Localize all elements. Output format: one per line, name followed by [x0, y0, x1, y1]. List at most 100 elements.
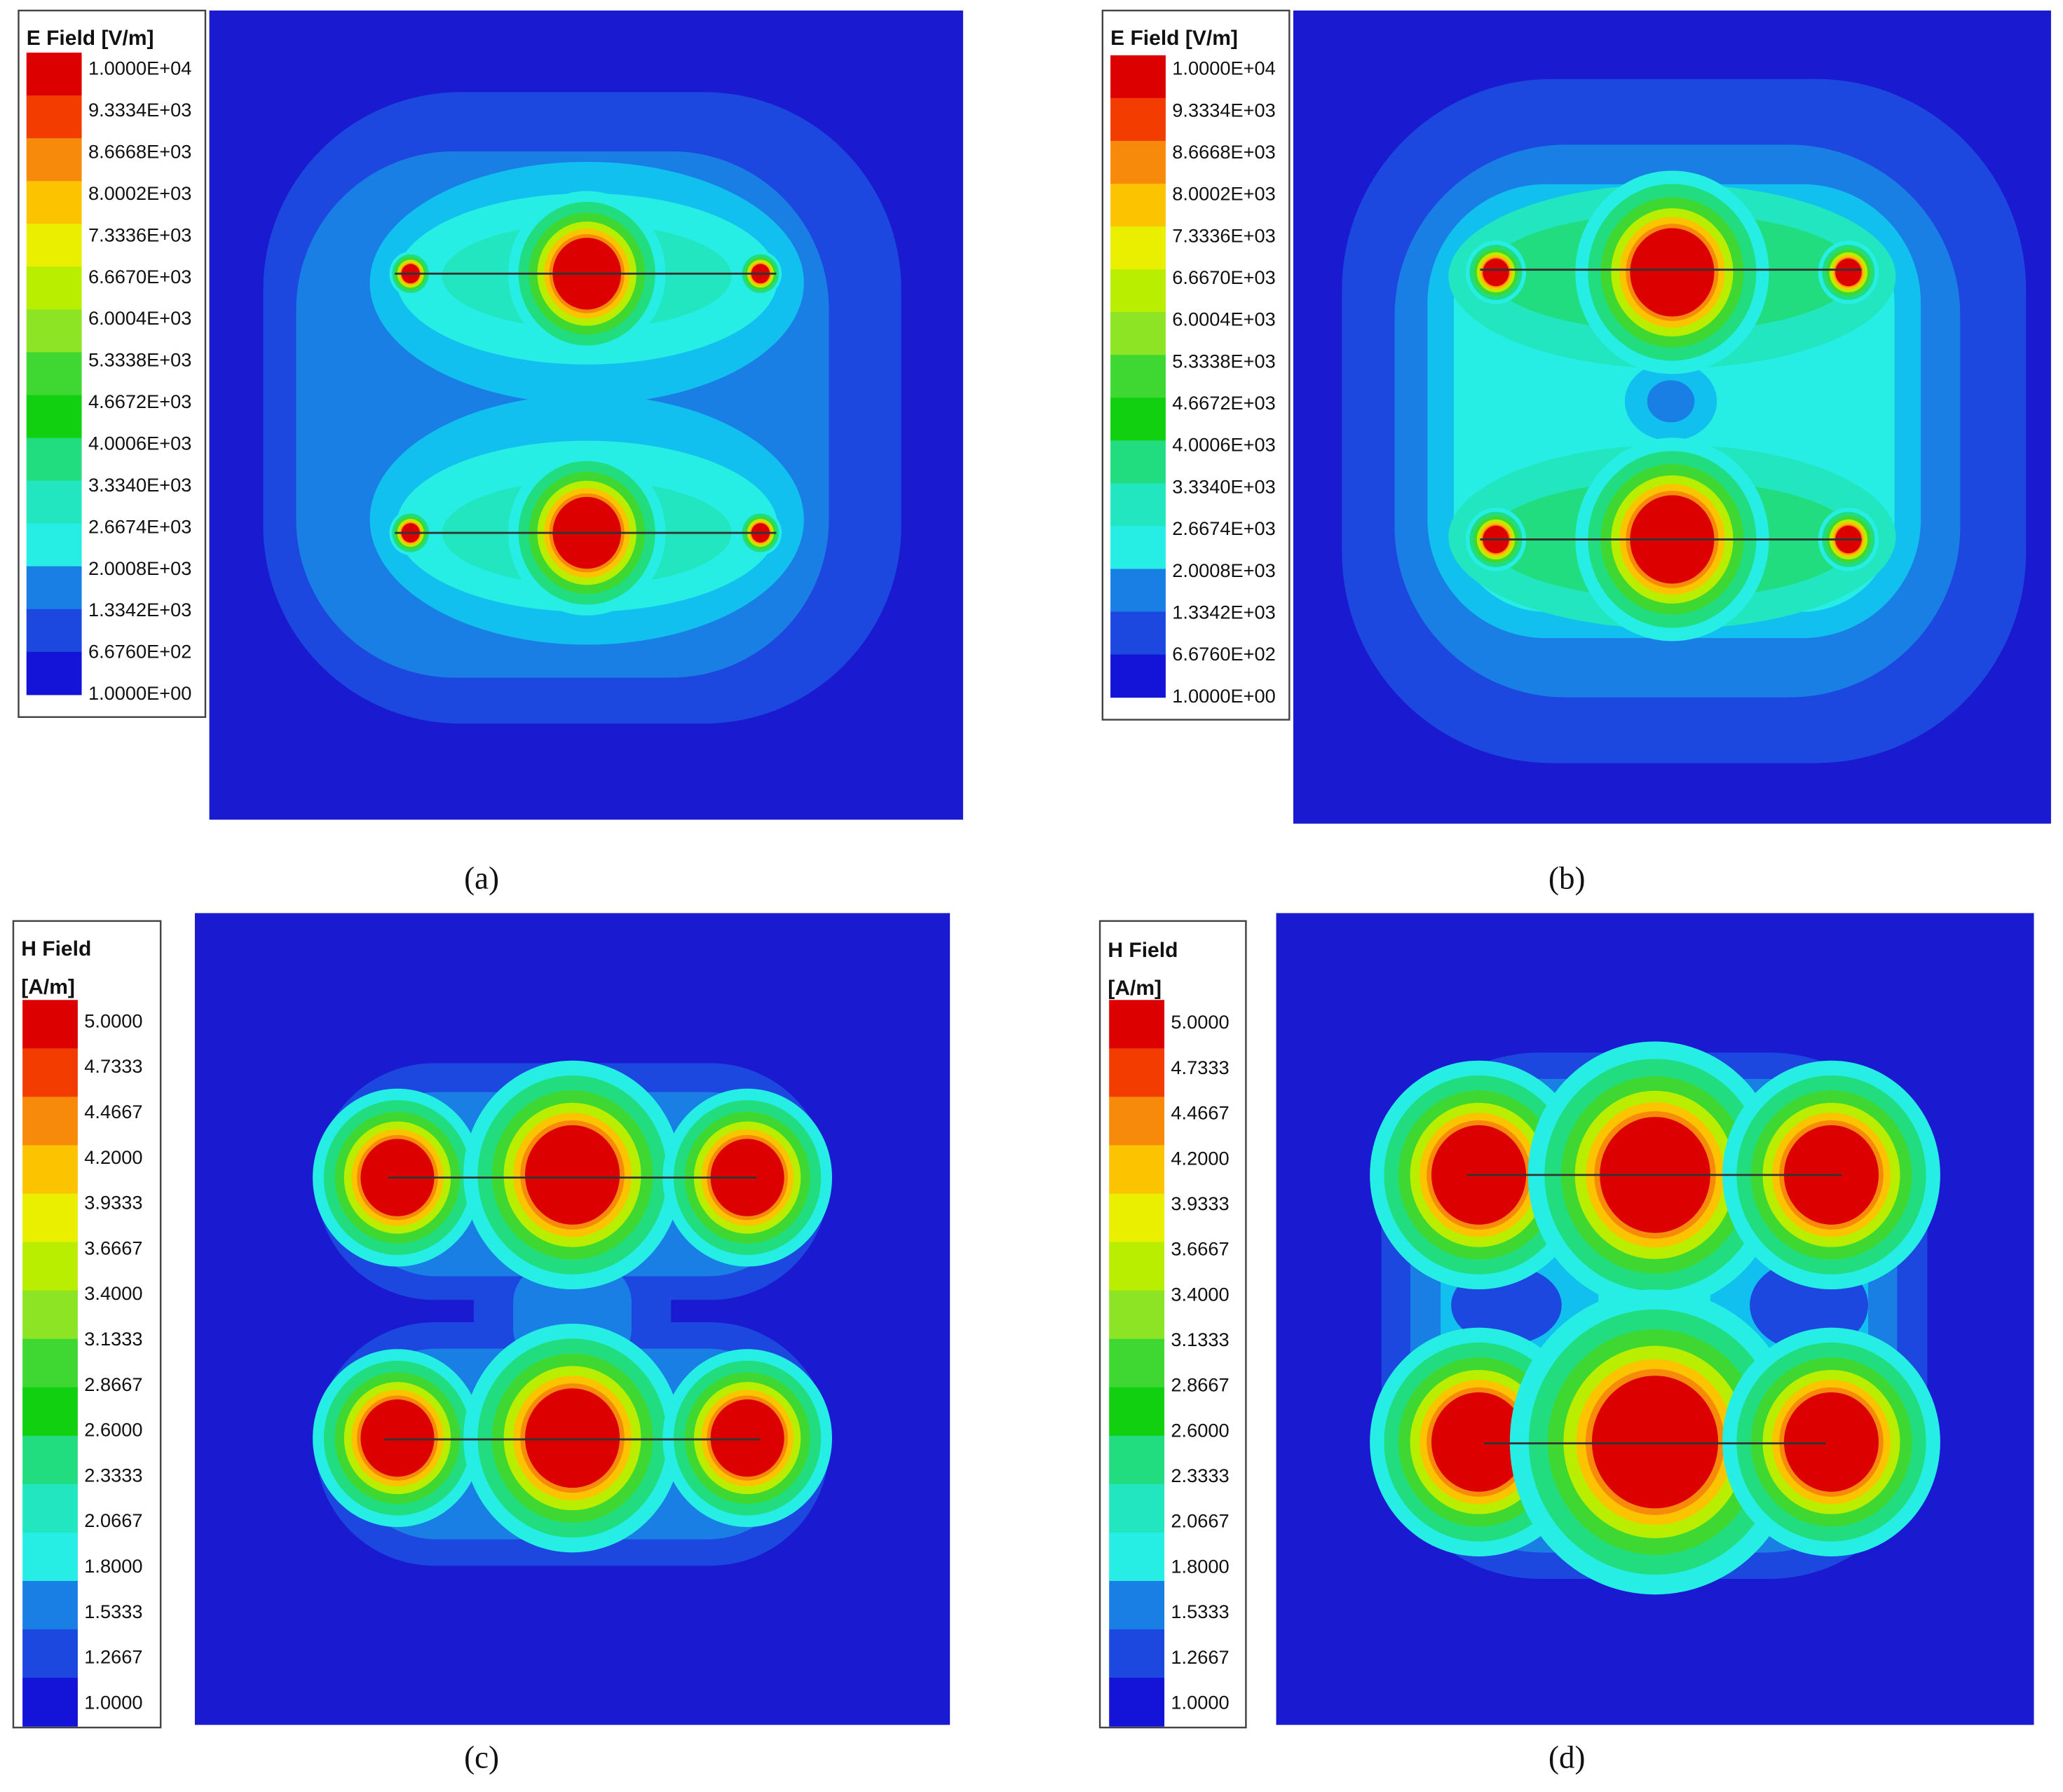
color-band	[22, 1387, 78, 1437]
color-band	[1110, 312, 1166, 355]
color-band	[22, 1580, 78, 1630]
color-band	[1110, 269, 1166, 313]
legend-label: 1.8000	[84, 1555, 142, 1577]
color-band	[22, 1242, 78, 1291]
legend-label: 8.6668E+03	[88, 141, 192, 163]
hotspot	[1835, 258, 1862, 287]
caption: (a)	[464, 861, 499, 896]
hotspot	[710, 1399, 784, 1477]
legend-label: 8.6668E+03	[1172, 141, 1276, 163]
color-band	[26, 352, 82, 396]
color-band	[1109, 1387, 1165, 1437]
legend-label: 3.4000	[1171, 1283, 1229, 1305]
legend-label: 2.0008E+03	[88, 557, 192, 579]
legend-label: 4.6672E+03	[1172, 392, 1276, 414]
color-band	[26, 309, 82, 353]
hotspot	[1431, 1392, 1527, 1492]
color-band	[26, 138, 82, 182]
color-band	[22, 1048, 78, 1097]
legend-label: 3.1333	[84, 1328, 142, 1350]
legend-label: 5.3338E+03	[88, 349, 192, 371]
caption: (b)	[1548, 861, 1586, 896]
legend-label: 8.0002E+03	[1172, 183, 1276, 205]
color-band	[22, 1532, 78, 1582]
color-band	[1110, 355, 1166, 398]
color-band	[1110, 440, 1166, 484]
legend-title: [A/m]	[1108, 977, 1162, 1000]
legend-label: 6.0004E+03	[88, 307, 192, 329]
legend-label: 9.3334E+03	[88, 99, 192, 121]
color-band	[22, 1097, 78, 1146]
legend-label: 1.2667	[84, 1646, 142, 1668]
legend-label: 1.2667	[1171, 1646, 1229, 1668]
color-band	[1110, 97, 1166, 142]
color-band	[1110, 483, 1166, 527]
legend-label: 1.5333	[84, 1601, 142, 1622]
legend-label: 4.0006E+03	[88, 432, 192, 454]
color-band	[22, 1000, 78, 1049]
hotspot	[1591, 1376, 1719, 1509]
legend-label: 9.3334E+03	[1172, 99, 1276, 121]
color-band	[22, 1484, 78, 1533]
color-band	[1110, 398, 1166, 441]
color-band	[1109, 1484, 1165, 1533]
legend-label: 3.1333	[1171, 1329, 1229, 1350]
color-band	[1109, 1678, 1165, 1727]
hotspot	[524, 1125, 620, 1225]
legend-label: 2.0667	[1171, 1510, 1229, 1532]
color-band	[1110, 55, 1166, 99]
legend-label: 6.6670E+03	[88, 266, 192, 287]
field-region	[1647, 380, 1695, 423]
legend-label: 4.4667	[84, 1101, 142, 1122]
hotspot	[360, 1399, 435, 1477]
legend-label: 2.6000	[84, 1419, 142, 1441]
legend-label: 1.0000E+00	[88, 682, 192, 704]
legend-label: 1.0000E+00	[1172, 685, 1276, 707]
legend-label: 4.6672E+03	[88, 391, 192, 412]
legend-label: 1.0000	[84, 1691, 142, 1713]
legend-label: 4.0006E+03	[1172, 434, 1276, 456]
legend-label: 2.6000	[1171, 1419, 1229, 1441]
legend-label: 8.0002E+03	[88, 182, 192, 204]
legend-label: 2.0667	[84, 1509, 142, 1531]
legend-label: 5.0000	[84, 1010, 142, 1031]
legend-label: 4.4667	[1171, 1102, 1229, 1124]
legend-label: 4.7333	[84, 1055, 142, 1077]
legend-label: 3.9333	[84, 1192, 142, 1214]
panel: H Field [A/m] 5.0000 4.7333 4.4667 4.2000 3.93…	[12, 913, 951, 1774]
legend-label: 1.3342E+03	[1172, 601, 1276, 623]
legend-label: 7.3336E+03	[1172, 224, 1276, 246]
legend-label: 1.3342E+03	[88, 599, 192, 620]
color-band	[22, 1678, 78, 1727]
color-band	[1109, 1145, 1165, 1195]
color-band	[1110, 526, 1166, 570]
color-band	[1110, 140, 1166, 184]
color-band	[1110, 654, 1166, 698]
legend-label: 3.6667	[84, 1237, 142, 1258]
legend-label: 1.0000	[1171, 1691, 1229, 1713]
color-band	[22, 1629, 78, 1678]
color-band	[1109, 1338, 1165, 1388]
color-band	[26, 266, 82, 310]
color-band	[26, 395, 82, 439]
color-band	[1110, 226, 1166, 270]
color-band	[1110, 611, 1166, 656]
legend-label: 6.6760E+02	[1172, 643, 1276, 665]
color-band	[22, 1338, 78, 1388]
color-band	[22, 1290, 78, 1340]
caption: (c)	[464, 1739, 499, 1774]
legend-label: 2.3333	[1171, 1465, 1229, 1486]
panel: E Field [V/m] 1.0000E+04 9.3334E+03 8.6668E…	[1101, 9, 2051, 896]
hotspot	[1483, 258, 1509, 287]
color-band	[26, 181, 82, 224]
legend-title: H Field	[21, 937, 91, 961]
legend-label: 3.6667	[1171, 1238, 1229, 1260]
legend-label: 2.6674E+03	[1172, 517, 1276, 539]
color-band	[1109, 1097, 1165, 1146]
color-band	[1109, 1580, 1165, 1630]
color-band	[22, 1435, 78, 1485]
color-band	[1109, 1629, 1165, 1678]
legend-label: 4.7333	[1171, 1057, 1229, 1078]
